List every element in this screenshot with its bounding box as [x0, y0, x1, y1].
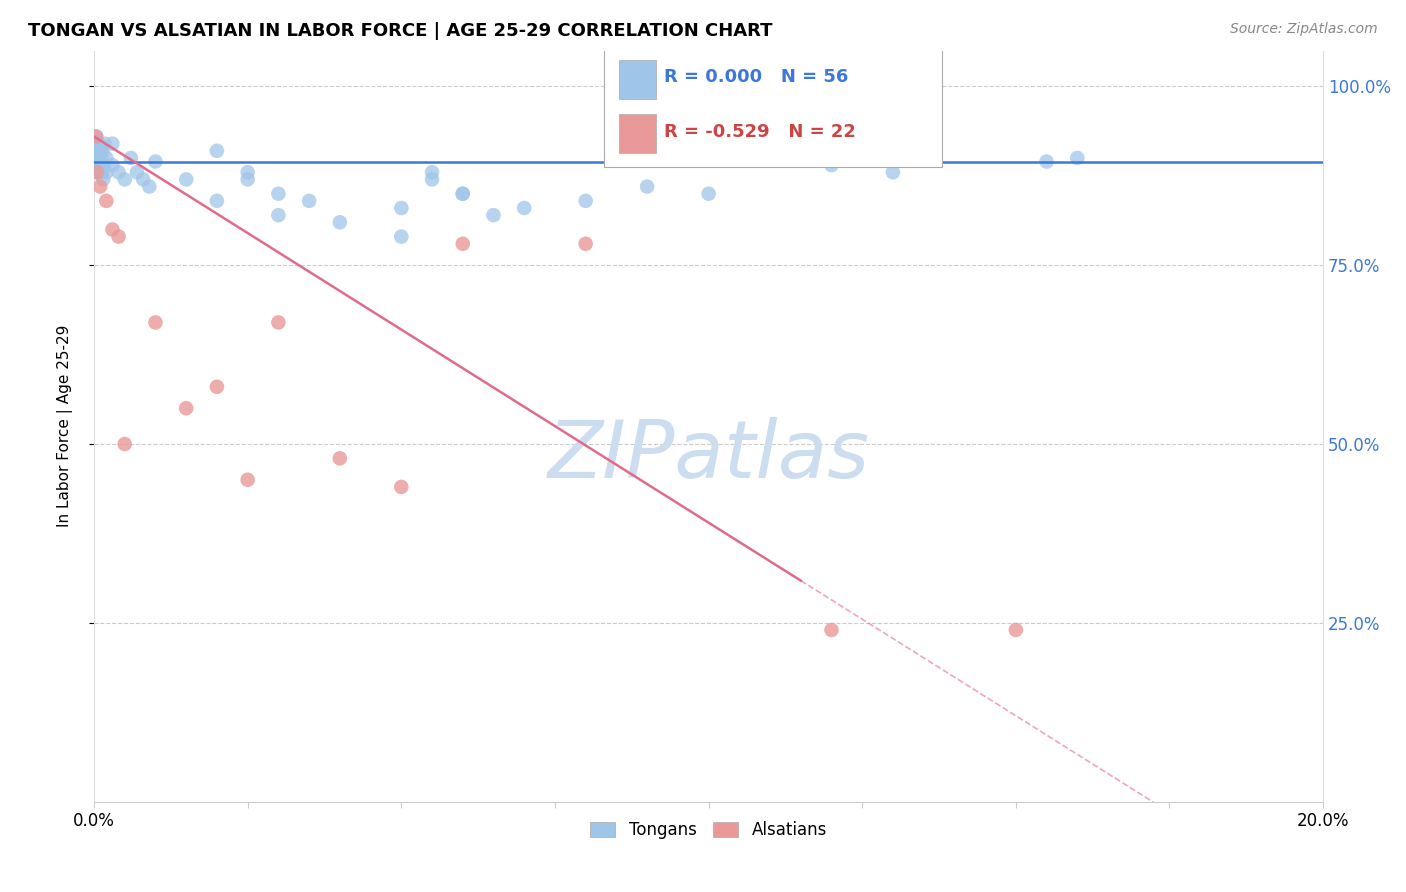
Point — [87, 136, 110, 151]
Text: TONGAN VS ALSATIAN IN LABOR FORCE | AGE 25-29 CORRELATION CHART: TONGAN VS ALSATIAN IN LABOR FORCE | AGE … — [28, 22, 773, 40]
Point — [298, 194, 321, 208]
Text: ZIPatlas: ZIPatlas — [547, 417, 870, 495]
Point — [101, 222, 124, 236]
Point — [125, 165, 148, 179]
Point — [91, 144, 114, 158]
Point — [820, 623, 842, 637]
FancyBboxPatch shape — [619, 60, 655, 99]
Point — [86, 165, 108, 179]
Point — [107, 229, 129, 244]
Point — [420, 165, 443, 179]
Point — [86, 165, 108, 179]
Point — [174, 401, 197, 416]
Point — [86, 129, 108, 144]
Point — [482, 208, 505, 222]
Text: Source: ZipAtlas.com: Source: ZipAtlas.com — [1230, 22, 1378, 37]
Point — [236, 473, 259, 487]
Point — [93, 136, 115, 151]
Point — [697, 186, 720, 201]
Point — [205, 144, 228, 158]
Point — [101, 136, 124, 151]
Point — [174, 172, 197, 186]
Point — [329, 215, 352, 229]
Point — [84, 151, 107, 165]
Point — [89, 165, 111, 179]
Point — [96, 151, 118, 165]
Point — [389, 201, 412, 215]
Point — [96, 165, 118, 179]
Point — [389, 480, 412, 494]
Point — [636, 179, 658, 194]
Point — [91, 172, 114, 186]
Point — [236, 172, 259, 186]
Text: R = 0.000   N = 56: R = 0.000 N = 56 — [664, 68, 849, 86]
Point — [267, 315, 290, 329]
Point — [93, 158, 115, 172]
Point — [513, 201, 536, 215]
Point — [236, 165, 259, 179]
FancyBboxPatch shape — [619, 114, 655, 153]
Point — [205, 194, 228, 208]
Point — [132, 172, 155, 186]
Point — [145, 154, 167, 169]
Point — [89, 179, 111, 194]
Point — [90, 151, 112, 165]
Point — [267, 186, 290, 201]
Point — [420, 172, 443, 186]
Point — [101, 158, 124, 172]
Point — [267, 208, 290, 222]
Y-axis label: In Labor Force | Age 25-29: In Labor Force | Age 25-29 — [58, 325, 73, 527]
Point — [882, 165, 904, 179]
Point — [759, 144, 782, 158]
Point — [205, 380, 228, 394]
Point — [329, 451, 352, 466]
Point — [389, 229, 412, 244]
Point — [575, 236, 598, 251]
Point — [89, 144, 111, 158]
Point — [87, 144, 110, 158]
Point — [114, 437, 136, 451]
Point — [1035, 154, 1057, 169]
Point — [96, 194, 118, 208]
Point — [86, 136, 108, 151]
Point — [87, 165, 110, 179]
Point — [114, 172, 136, 186]
Point — [451, 236, 474, 251]
Point — [91, 165, 114, 179]
Point — [1066, 151, 1088, 165]
Point — [451, 186, 474, 201]
Point — [86, 158, 108, 172]
Point — [575, 194, 598, 208]
Point — [89, 158, 111, 172]
Point — [120, 151, 142, 165]
Point — [138, 179, 160, 194]
Text: R = -0.529   N = 22: R = -0.529 N = 22 — [664, 123, 856, 141]
Point — [84, 129, 107, 144]
Point — [107, 165, 129, 179]
Point — [820, 158, 842, 172]
Point — [451, 186, 474, 201]
Legend: Tongans, Alsatians: Tongans, Alsatians — [583, 814, 834, 846]
Point — [86, 151, 108, 165]
Point — [145, 315, 167, 329]
FancyBboxPatch shape — [605, 48, 942, 167]
Point — [1005, 623, 1028, 637]
Point — [84, 140, 107, 154]
